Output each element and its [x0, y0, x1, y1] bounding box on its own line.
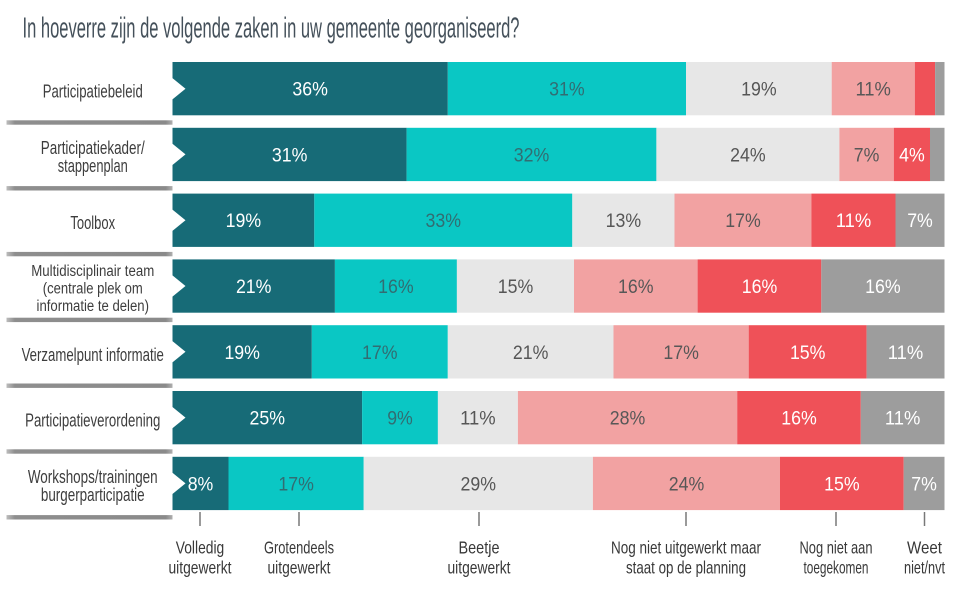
svg-text:Participatiekader/: Participatiekader/: [41, 137, 146, 158]
svg-text:11%: 11%: [460, 408, 496, 430]
svg-text:31%: 31%: [549, 79, 585, 101]
svg-text:16%: 16%: [781, 408, 817, 430]
svg-text:uitgewerkt: uitgewerkt: [169, 558, 232, 578]
svg-text:7%: 7%: [911, 473, 937, 495]
svg-text:Participatieverordening: Participatieverordening: [25, 411, 160, 431]
svg-text:Nog niet aan: Nog niet aan: [800, 538, 873, 558]
svg-text:16%: 16%: [618, 276, 654, 298]
svg-text:Toolbox: Toolbox: [70, 213, 115, 233]
svg-text:15%: 15%: [498, 276, 534, 298]
svg-text:24%: 24%: [730, 144, 766, 166]
svg-text:In hoeverre zijn de volgende z: In hoeverre zijn de volgende zaken in uw…: [23, 13, 520, 45]
svg-text:(centrale plek om: (centrale plek om: [43, 281, 143, 298]
svg-text:7%: 7%: [854, 144, 880, 166]
svg-text:Beetje: Beetje: [459, 538, 500, 558]
svg-text:29%: 29%: [461, 473, 497, 495]
svg-text:31%: 31%: [272, 144, 308, 166]
svg-text:9%: 9%: [387, 408, 413, 430]
svg-text:21%: 21%: [513, 342, 549, 364]
svg-text:33%: 33%: [426, 210, 462, 232]
svg-text:24%: 24%: [669, 473, 705, 495]
svg-text:25%: 25%: [250, 408, 286, 430]
svg-text:32%: 32%: [514, 144, 550, 166]
svg-text:17%: 17%: [362, 342, 398, 364]
svg-text:21%: 21%: [236, 276, 272, 298]
svg-text:16%: 16%: [378, 276, 414, 298]
svg-text:11%: 11%: [888, 342, 924, 364]
svg-text:toegekomen: toegekomen: [804, 558, 869, 578]
svg-text:stappenplan: stappenplan: [58, 155, 128, 176]
svg-text:17%: 17%: [278, 473, 314, 495]
svg-text:Nog niet uitgewerkt maar: Nog niet uitgewerkt maar: [611, 538, 761, 558]
svg-text:19%: 19%: [226, 210, 262, 232]
svg-text:11%: 11%: [836, 210, 872, 232]
svg-text:Volledig: Volledig: [176, 538, 225, 558]
svg-text:Verzamelpunt informatie: Verzamelpunt informatie: [22, 345, 164, 365]
svg-text:7%: 7%: [907, 210, 933, 232]
svg-text:19%: 19%: [741, 79, 777, 101]
svg-text:11%: 11%: [885, 408, 921, 430]
svg-text:Workshops/trainingen: Workshops/trainingen: [28, 466, 158, 487]
svg-text:17%: 17%: [725, 210, 761, 232]
svg-text:Participatiebeleid: Participatiebeleid: [43, 82, 143, 102]
svg-text:15%: 15%: [824, 473, 860, 495]
svg-text:16%: 16%: [742, 276, 778, 298]
svg-text:niet/nvt: niet/nvt: [904, 558, 945, 578]
svg-text:28%: 28%: [610, 408, 646, 430]
svg-text:Grotendeels: Grotendeels: [264, 538, 334, 558]
svg-text:informatie te delen): informatie te delen): [37, 298, 149, 315]
svg-text:19%: 19%: [224, 342, 260, 364]
svg-text:uitgewerkt: uitgewerkt: [448, 558, 511, 578]
svg-text:11%: 11%: [855, 79, 891, 101]
svg-text:16%: 16%: [865, 276, 901, 298]
svg-text:4%: 4%: [899, 144, 925, 166]
svg-text:burgerparticipatie: burgerparticipatie: [41, 484, 145, 505]
svg-text:15%: 15%: [790, 342, 826, 364]
svg-text:17%: 17%: [663, 342, 699, 364]
svg-text:8%: 8%: [188, 473, 214, 495]
svg-text:13%: 13%: [606, 210, 642, 232]
svg-text:Weet: Weet: [907, 538, 942, 558]
svg-text:Multidisciplinair team: Multidisciplinair team: [31, 263, 154, 280]
svg-text:36%: 36%: [292, 79, 328, 101]
svg-text:staat op de planning: staat op de planning: [626, 558, 746, 578]
svg-text:uitgewerkt: uitgewerkt: [268, 558, 331, 578]
